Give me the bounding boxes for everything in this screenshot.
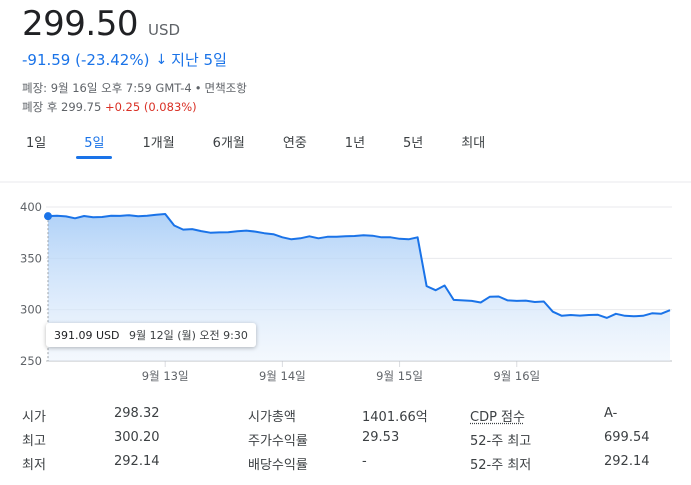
stat-value-low: 292.14 — [114, 454, 160, 469]
stat-value-52w-low: 292.14 — [604, 454, 650, 469]
stat-label-low: 최저 — [22, 458, 46, 473]
chart-tooltip: 391.09 USD 9월 12일 (월) 오전 9:30 — [46, 323, 256, 347]
stat-value-high: 300.20 — [114, 430, 160, 445]
tooltip-date: 9월 12일 (월) 오전 9:30 — [129, 329, 248, 342]
y-tick-label: 400 — [20, 200, 42, 214]
price-chart-svg[interactable]: 250 300 350 400 9월 13일 9월 14일 9월 15일 9월 16일 — [0, 178, 691, 388]
currency-label: USD — [147, 21, 181, 39]
stat-value-cdp-score: A- — [604, 406, 618, 421]
stat-value-pe-ratio: 29.53 — [362, 430, 400, 445]
tab-6-month[interactable]: 6개월 — [212, 136, 245, 151]
stat-label-high: 최고 — [22, 434, 46, 449]
change-period: 지난 5일 — [171, 51, 227, 69]
stat-value-market-cap: 1401.66억 — [362, 410, 428, 425]
after-hours-info: 폐장 후 299.75 +0.25 (0.083%) — [22, 99, 197, 115]
y-tick-label: 350 — [20, 251, 42, 265]
tab-ytd[interactable]: 연중 — [282, 136, 307, 151]
stats-row-open: 시가 298.32 시가총액 1401.66억 CDP 점수 A- — [22, 406, 682, 426]
tab-1-day[interactable]: 1일 — [26, 136, 47, 151]
price-line — [47, 213, 671, 319]
change-value: -91.59 (-23.42%) — [22, 50, 150, 69]
stat-label-52w-high: 52-주 최고 — [470, 434, 532, 449]
range-tabs: 1일 5일 1개월 6개월 연중 1년 5년 최대 — [16, 128, 513, 159]
arrow-down-icon: ↓ — [155, 51, 168, 68]
x-tick-label: 9월 13일 — [142, 369, 189, 383]
x-tick-label: 9월 15일 — [376, 369, 423, 383]
stats-row-high: 최고 300.20 주가수익률 29.53 52-주 최고 699.54 — [22, 430, 682, 450]
stat-label-open: 시가 — [22, 410, 46, 425]
after-hours-price: 폐장 후 299.75 — [22, 100, 102, 114]
stat-label-dividend-yield: 배당수익률 — [248, 458, 308, 473]
separator-dot: • — [194, 81, 202, 95]
stat-label-52w-low: 52-주 최저 — [470, 458, 532, 473]
x-tick-label: 9월 16일 — [493, 369, 540, 383]
current-price: 299.50 — [22, 4, 138, 44]
market-close-time: 폐장: 9월 16일 오후 7:59 GMT-4 — [22, 81, 192, 95]
price-header: 299.50 USD — [22, 4, 180, 44]
hover-point — [44, 212, 52, 221]
tooltip-price: 391.09 USD — [54, 329, 120, 342]
tab-5-year[interactable]: 5년 — [403, 136, 424, 151]
stat-value-52w-high: 699.54 — [604, 430, 650, 445]
disclaimer-link[interactable]: 면책조항 — [204, 81, 247, 95]
market-close-info: 폐장: 9월 16일 오후 7:59 GMT-4 • 면책조항 — [22, 80, 247, 96]
tab-max[interactable]: 최대 — [461, 136, 486, 151]
after-hours-change: +0.25 (0.083%) — [104, 100, 197, 114]
x-tick-label: 9월 14일 — [259, 369, 306, 383]
y-tick-label: 250 — [20, 354, 42, 368]
stat-value-dividend-yield: - — [362, 454, 367, 469]
stat-label-pe-ratio: 주가수익률 — [248, 434, 308, 449]
price-change: -91.59 (-23.42%) ↓ 지난 5일 — [22, 49, 227, 70]
y-tick-label: 300 — [20, 303, 42, 317]
stat-label-cdp-score[interactable]: CDP 점수 — [470, 410, 525, 425]
stats-row-low: 최저 292.14 배당수익률 - 52-주 최저 292.14 — [22, 454, 682, 474]
price-chart[interactable]: 250 300 350 400 9월 13일 9월 14일 9월 15일 9월 16일 — [0, 178, 691, 388]
tab-5-day[interactable]: 5일 — [74, 128, 114, 159]
stat-value-open: 298.32 — [114, 406, 160, 421]
stat-label-market-cap: 시가총액 — [248, 410, 296, 425]
tab-1-year[interactable]: 1년 — [344, 136, 366, 151]
tab-1-month[interactable]: 1개월 — [142, 136, 175, 151]
